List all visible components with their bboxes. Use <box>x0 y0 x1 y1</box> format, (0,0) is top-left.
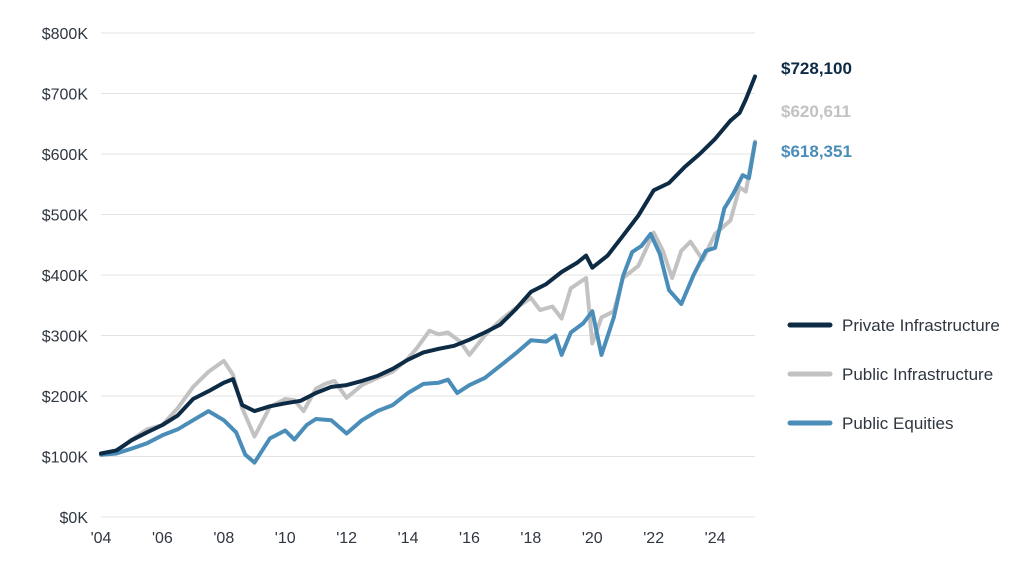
x-axis-ticks: '04 '06 '08 '10 '12 '14 '16 '18 '20 '22 '24 <box>91 530 726 547</box>
y-axis-ticks: $0K $100K $200K $300K $400K $500K $600K $700K $8… <box>42 26 89 527</box>
legend-label: Private Infrastructure <box>842 316 1000 335</box>
y-tick-label: $0K <box>60 510 89 527</box>
x-tick-label: '14 <box>398 530 419 547</box>
y-tick-label: $200K <box>42 389 89 406</box>
x-tick-label: '10 <box>275 530 296 547</box>
y-tick-label: $500K <box>42 208 89 225</box>
y-tick-label: $600K <box>42 147 89 164</box>
y-tick-label: $800K <box>42 26 89 43</box>
x-tick-label: '16 <box>459 530 480 547</box>
y-tick-label: $700K <box>42 87 89 104</box>
end-value-label: $620,611 <box>781 102 851 121</box>
x-tick-label: '22 <box>643 530 664 547</box>
series-line-public-infrastructure <box>99 139 757 457</box>
x-tick-label: '12 <box>336 530 357 547</box>
y-tick-label: $100K <box>42 450 89 467</box>
end-value-label: $728,100 <box>781 59 852 78</box>
legend-label: Public Equities <box>842 414 954 433</box>
x-tick-label: '20 <box>582 530 603 547</box>
end-labels: $728,100 $620,611 $618,351 <box>781 59 852 161</box>
legend: Private Infrastructure Public Infrastruct… <box>787 316 1000 433</box>
legend-label: Public Infrastructure <box>842 365 993 384</box>
end-value-label: $618,351 <box>781 142 852 161</box>
x-tick-label: '04 <box>91 530 112 547</box>
y-tick-label: $300K <box>42 329 89 346</box>
x-tick-label: '08 <box>213 530 234 547</box>
x-tick-label: '24 <box>705 530 726 547</box>
y-tick-label: $400K <box>42 268 89 285</box>
series-line-private-infrastructure <box>99 74 757 456</box>
series-line-public-equities <box>99 140 757 465</box>
gridlines <box>101 32 755 518</box>
series-lines <box>99 74 757 465</box>
x-tick-label: '06 <box>152 530 173 547</box>
x-tick-label: '18 <box>520 530 541 547</box>
